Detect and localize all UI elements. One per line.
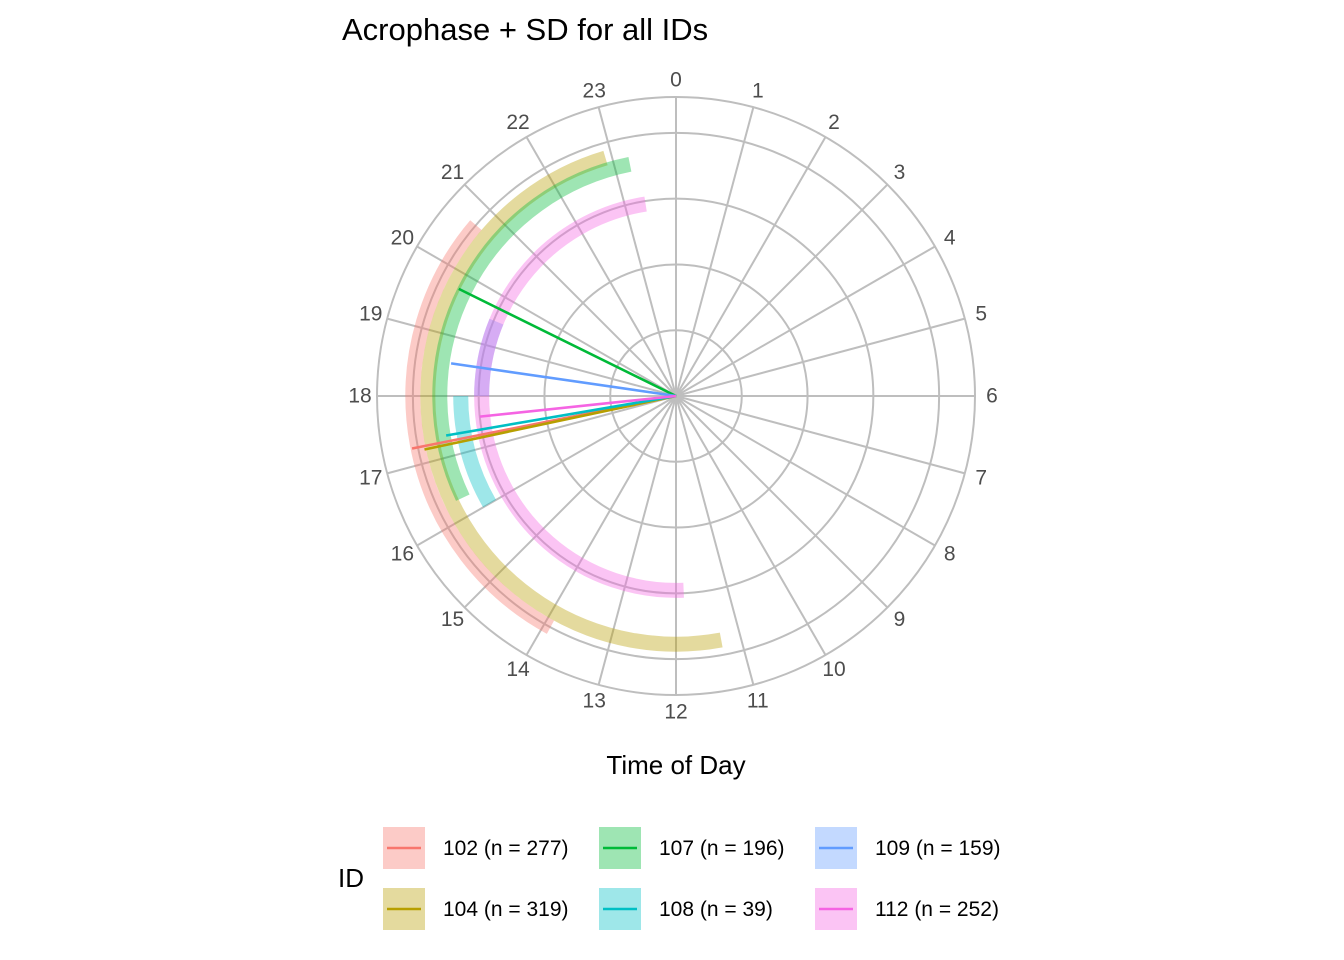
grid-spoke-20 <box>416 245 677 397</box>
hour-tick-15: 15 <box>441 608 464 631</box>
acrophase-line-108 <box>445 394 677 437</box>
grid-spoke-11 <box>675 395 755 686</box>
legend-label-108: 108 (n = 39) <box>659 898 773 921</box>
hour-tick-17: 17 <box>359 466 382 489</box>
hour-tick-9: 9 <box>894 608 906 631</box>
sd-arcs <box>405 150 723 652</box>
hour-tick-14: 14 <box>506 658 530 681</box>
acrophase-line-107 <box>458 287 677 398</box>
grid-spoke-19 <box>386 317 677 397</box>
legend-title: ID <box>338 863 364 893</box>
grid-spoke-13 <box>597 395 677 686</box>
acrophase-line-112 <box>479 394 677 418</box>
acrophase-line-109 <box>450 362 677 398</box>
hour-tick-4: 4 <box>944 227 956 250</box>
hour-tick-21: 21 <box>441 161 464 184</box>
grid-spoke-10 <box>675 395 827 656</box>
legend-item-108: 108 (n = 39) <box>599 888 773 930</box>
grid-spoke-22 <box>525 136 677 397</box>
grid-spoke-15 <box>463 395 677 609</box>
hour-tick-3: 3 <box>894 161 906 184</box>
hour-tick-23: 23 <box>583 79 606 102</box>
sd-arc-109 <box>474 318 504 397</box>
hour-tick-0: 0 <box>670 69 682 92</box>
hour-tick-16: 16 <box>391 543 414 566</box>
grid-spoke-3 <box>675 183 889 397</box>
grid-spoke-7 <box>675 395 966 475</box>
chart-title: Acrophase + SD for all IDs <box>342 12 708 47</box>
grid-spoke-2 <box>675 136 827 397</box>
hour-tick-2: 2 <box>828 111 840 134</box>
legend-item-109: 109 (n = 159) <box>815 827 1001 869</box>
grid-spoke-8 <box>675 395 936 547</box>
hour-tick-18: 18 <box>348 385 371 408</box>
legend-label-112: 112 (n = 252) <box>875 898 999 921</box>
legend-label-107: 107 (n = 196) <box>659 837 785 860</box>
hour-tick-10: 10 <box>822 658 845 681</box>
grid-spoke-21 <box>463 183 677 397</box>
grid-spoke-9 <box>675 395 889 609</box>
acrophase-line-104 <box>424 394 677 451</box>
sd-arc-102 <box>405 220 555 634</box>
hour-tick-19: 19 <box>359 303 382 326</box>
sd-arc-104 <box>420 150 723 652</box>
grid-spoke-4 <box>675 245 936 397</box>
hour-tick-22: 22 <box>506 111 529 134</box>
legend-label-102: 102 (n = 277) <box>443 837 569 860</box>
hour-tick-1: 1 <box>752 79 764 102</box>
grid-spoke-23 <box>597 106 677 397</box>
hour-tick-6: 6 <box>986 385 998 408</box>
legend-item-102: 102 (n = 277) <box>383 827 569 869</box>
hour-tick-5: 5 <box>975 303 987 326</box>
grid-spoke-17 <box>386 395 677 475</box>
hour-tick-8: 8 <box>944 543 956 566</box>
legend-item-112: 112 (n = 252) <box>815 888 999 930</box>
hour-tick-20: 20 <box>391 227 414 250</box>
sd-arc-107 <box>432 156 632 501</box>
grid-spoke-16 <box>416 395 677 547</box>
grid-spoke-14 <box>525 395 677 656</box>
hour-tick-11: 11 <box>747 690 769 713</box>
grid-spoke-5 <box>675 317 966 397</box>
sd-arc-108 <box>453 395 497 508</box>
legend-item-104: 104 (n = 319) <box>383 888 569 930</box>
hour-tick-12: 12 <box>664 701 687 724</box>
hour-tick-7: 7 <box>975 466 987 489</box>
legend-label-109: 109 (n = 159) <box>875 837 1001 860</box>
grid-spoke-1 <box>675 106 755 397</box>
legend-label-104: 104 (n = 319) <box>443 898 569 921</box>
x-axis-title: Time of Day <box>606 750 745 780</box>
hour-tick-13: 13 <box>583 690 606 713</box>
acrophase-lines <box>411 287 677 451</box>
polar-grid <box>376 96 976 696</box>
legend-item-107: 107 (n = 196) <box>599 827 785 869</box>
legend: 102 (n = 277) 104 (n = 319) 107 (n = 196) 1… <box>383 827 1001 930</box>
